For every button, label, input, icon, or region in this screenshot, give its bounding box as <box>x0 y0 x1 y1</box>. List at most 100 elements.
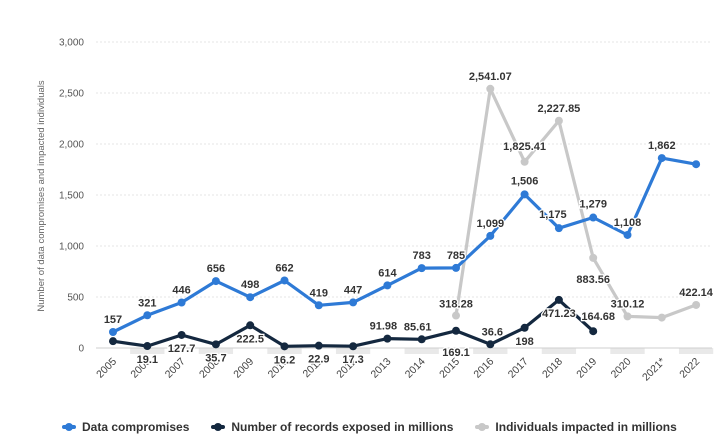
data-point[interactable] <box>452 326 460 335</box>
data-label: 662 <box>275 262 293 274</box>
legend-item-individuals-impacted[interactable]: Individuals impacted in millions <box>475 420 677 434</box>
data-label: 22.9 <box>308 354 329 366</box>
data-label: 783 <box>413 250 431 262</box>
axis-band-cell <box>404 348 439 354</box>
data-point[interactable] <box>314 301 323 310</box>
data-label: 157 <box>104 314 122 326</box>
series-line <box>111 156 698 334</box>
axis-band-cell <box>267 348 302 354</box>
data-point[interactable] <box>554 116 563 125</box>
data-label: 419 <box>310 287 328 299</box>
data-point[interactable] <box>143 311 152 320</box>
x-tick-label: 2018 <box>540 356 565 381</box>
legend-swatch <box>475 423 490 431</box>
legend-label: Data compromises <box>82 420 190 434</box>
data-label: 1,506 <box>511 175 539 187</box>
data-point[interactable] <box>109 337 117 346</box>
data-point[interactable] <box>246 293 255 302</box>
data-point[interactable] <box>589 213 598 222</box>
data-point[interactable] <box>280 276 289 285</box>
data-point[interactable] <box>314 341 323 350</box>
data-label: 321 <box>138 297 156 309</box>
y-tick-label: 2,000 <box>59 140 84 151</box>
data-label: 2,227.85 <box>537 103 580 115</box>
data-point[interactable] <box>520 323 529 332</box>
data-label: 36.6 <box>482 326 503 338</box>
x-tick-label: 2022 <box>677 356 702 381</box>
data-label: 1,279 <box>579 199 607 211</box>
data-label: 222.5 <box>236 333 264 345</box>
data-label: 198 <box>515 336 533 348</box>
y-tick-label: 2,500 <box>59 89 84 100</box>
data-point[interactable] <box>623 312 632 321</box>
x-tick-label: 2005 <box>94 356 119 381</box>
data-label: 1,825.41 <box>503 141 546 153</box>
data-point[interactable] <box>177 330 186 339</box>
x-axis-ticks: 2005 2006 2007 2008 2009 2010 2011 2012 2013 2014… <box>94 356 702 384</box>
data-point[interactable] <box>383 281 392 290</box>
data-label: 1,099 <box>477 218 505 230</box>
data-label: 446 <box>172 285 190 297</box>
data-point[interactable] <box>692 160 701 169</box>
data-point[interactable] <box>623 230 632 239</box>
data-point[interactable] <box>657 313 666 322</box>
y-tick-label: 1,000 <box>59 242 84 253</box>
data-label: 169.1 <box>442 347 470 359</box>
axis-band-cell <box>541 348 577 354</box>
data-point[interactable] <box>349 298 358 307</box>
legend-label: Number of records exposed in millions <box>231 420 454 434</box>
data-point[interactable] <box>589 327 598 336</box>
data-point[interactable] <box>520 190 529 199</box>
data-point[interactable] <box>589 253 598 262</box>
data-label: 91.98 <box>370 321 398 333</box>
legend-swatch <box>211 423 226 431</box>
legend-item-records-exposed[interactable]: Number of records exposed in millions <box>211 420 453 434</box>
data-point[interactable] <box>383 334 392 343</box>
data-point[interactable] <box>211 340 220 349</box>
x-tick-label: 2019 <box>574 356 599 381</box>
data-point[interactable] <box>280 342 289 351</box>
legend: Data compromises Number of records expos… <box>62 416 677 438</box>
data-point[interactable] <box>177 298 186 307</box>
data-point[interactable] <box>246 321 255 330</box>
data-point[interactable] <box>452 263 460 272</box>
data-point[interactable] <box>349 342 358 351</box>
data-label: 19.1 <box>137 354 158 366</box>
series <box>109 84 701 351</box>
data-point[interactable] <box>520 157 529 166</box>
axis-band-cell <box>335 348 371 354</box>
x-tick-label: 2017 <box>506 356 531 381</box>
x-tick-label: 2013 <box>369 356 394 381</box>
data-label: 318.28 <box>439 299 473 311</box>
data-label: 35.7 <box>205 352 226 364</box>
data-label: 17.3 <box>342 354 363 366</box>
data-point[interactable] <box>486 84 495 93</box>
legend-item-data-compromises[interactable]: Data compromises <box>62 420 189 434</box>
data-point[interactable] <box>554 295 563 304</box>
data-point[interactable] <box>692 300 701 309</box>
data-point[interactable] <box>417 335 426 344</box>
data-label: 785 <box>447 250 465 262</box>
data-label: 1,175 <box>539 209 567 221</box>
data-point[interactable] <box>486 340 495 349</box>
x-tick-label: 2016 <box>471 356 496 381</box>
data-point[interactable] <box>486 231 495 240</box>
data-point[interactable] <box>109 327 117 336</box>
data-label: 471.23 <box>542 308 576 320</box>
x-tick-label: 2020 <box>609 356 634 381</box>
axis-band-cell <box>610 348 645 354</box>
data-point[interactable] <box>211 277 220 286</box>
x-tick-label: 2007 <box>163 356 188 381</box>
x-tick-label: 2009 <box>231 356 256 381</box>
data-point[interactable] <box>554 224 563 233</box>
data-point[interactable] <box>417 264 426 273</box>
data-label: 2,541.07 <box>469 71 512 83</box>
axis-band-cell <box>473 348 508 354</box>
data-labels: 157 321 446 656 498 662 419 447 614 783 785 1,099 1,… <box>103 70 715 368</box>
data-point[interactable] <box>143 342 152 351</box>
data-point[interactable] <box>657 154 666 163</box>
data-label: 498 <box>241 279 259 291</box>
data-point[interactable] <box>452 311 460 320</box>
y-tick-label: 3,000 <box>59 38 84 49</box>
